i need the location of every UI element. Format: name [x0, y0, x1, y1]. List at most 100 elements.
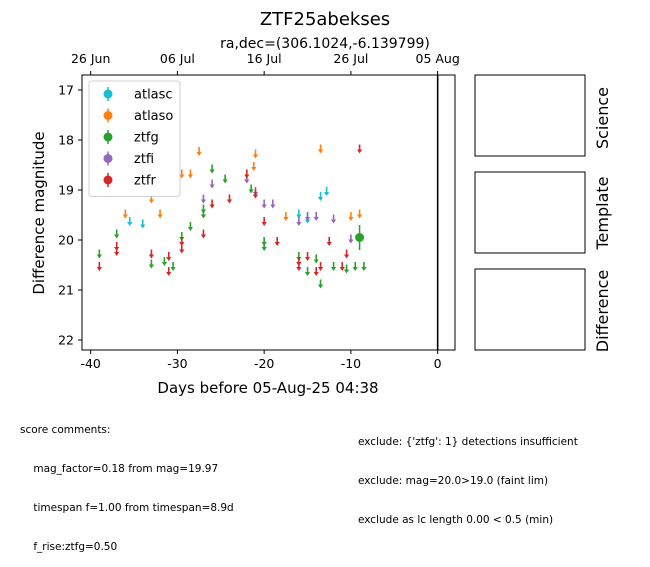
limit-marker	[166, 257, 172, 261]
template-label: Template	[593, 176, 612, 250]
limit-marker	[352, 267, 358, 271]
x-tick-label: -40	[80, 356, 100, 371]
score-comment-line: f_rise:ztfg=0.50	[20, 541, 118, 553]
top-tick-label: 06 Jul	[160, 51, 195, 66]
x-tick-label: -30	[167, 356, 187, 371]
limit-marker	[304, 272, 311, 276]
y-axis-label: Difference magnitude	[30, 131, 48, 294]
y-tick-label: 20	[58, 233, 74, 248]
limit-marker	[200, 234, 207, 239]
limit-marker	[317, 284, 324, 289]
difference-label: Difference	[593, 270, 612, 352]
limit-marker	[317, 267, 324, 271]
limit-marker	[244, 174, 250, 179]
limit-marker	[330, 219, 337, 224]
y-tick-label: 22	[58, 333, 74, 348]
limit-marker	[187, 227, 194, 231]
chart-title: ZTF25abekses	[260, 9, 390, 30]
template-panel	[474, 171, 586, 254]
science-panel	[474, 74, 586, 157]
y-tick-label: 17	[58, 83, 74, 98]
y-tick-label: 21	[58, 283, 74, 298]
limit-marker	[261, 222, 267, 226]
limit-marker	[251, 167, 257, 171]
exclude-comment-line: exclude: {'ztfg': 1} detections insuffic…	[358, 436, 578, 448]
exclude-comment-line: exclude as lc length 0.00 < 0.5 (min)	[358, 514, 554, 526]
limit-marker	[348, 217, 354, 221]
legend-label: atlasc	[134, 88, 173, 103]
limit-marker	[226, 199, 233, 204]
limit-marker	[317, 149, 324, 154]
limit-marker	[196, 152, 202, 156]
limit-marker	[244, 179, 250, 184]
top-tick-label: 16 Jul	[247, 51, 282, 66]
top-tick-label: 26 Jul	[333, 51, 368, 66]
limit-marker	[296, 214, 302, 219]
limit-marker	[148, 264, 154, 269]
limit-marker	[270, 204, 276, 209]
legend-label: ztfi	[134, 152, 154, 167]
limit-marker	[187, 174, 194, 179]
limit-marker	[283, 217, 289, 221]
limit-marker	[304, 219, 311, 224]
limit-marker	[317, 197, 324, 201]
y-tick-label: 18	[58, 133, 74, 148]
limit-marker	[313, 272, 319, 276]
limit-marker	[200, 199, 207, 204]
limit-marker	[161, 262, 168, 266]
limit-marker	[326, 242, 332, 246]
y-tick-label: 19	[58, 183, 74, 198]
limit-marker	[157, 214, 163, 219]
figure: ZTF25abekses ra,dec=(306.1024,-6.139799)…	[30, 9, 612, 397]
limit-marker	[170, 267, 176, 271]
score-comment-line: mag_factor=0.18 from mag=19.97	[20, 463, 219, 475]
limit-marker	[252, 194, 259, 199]
limit-marker	[356, 149, 363, 154]
legend-label: atlaso	[134, 109, 173, 124]
limit-marker	[296, 267, 302, 271]
plot-area: -40 -30 -20 -10 0 17 18 19 20 21 22 26 Jun 06 Jul 16 …	[58, 51, 460, 371]
limit-marker	[252, 154, 259, 159]
chart-subtitle: ra,dec=(306.1024,-6.139799)	[220, 36, 430, 52]
limit-marker	[339, 267, 345, 271]
limit-marker	[222, 179, 228, 184]
legend-marker	[103, 154, 113, 163]
score-comment-line: score comments:	[20, 424, 111, 436]
limit-marker	[330, 267, 337, 271]
limit-marker	[122, 214, 128, 219]
limit-marker	[114, 234, 120, 239]
detection-point	[355, 233, 365, 242]
legend-label: ztfg	[134, 131, 159, 146]
limit-marker	[127, 222, 133, 226]
limit-marker	[179, 242, 185, 246]
score-comments: score comments: mag_factor=0.18 from mag…	[20, 398, 234, 567]
x-axis-label: Days before 05-Aug-25 04:38	[157, 379, 378, 397]
limit-marker	[179, 249, 185, 254]
score-comment-line: timespan f=1.00 from timespan=8.9d	[20, 502, 234, 514]
x-tick-label: -20	[254, 356, 274, 371]
limit-marker	[248, 189, 254, 194]
limit-marker	[313, 217, 319, 221]
limit-marker	[304, 257, 311, 261]
exclude-comments: exclude: {'ztfg': 1} detections insuffic…	[358, 410, 578, 540]
limit-marker	[96, 267, 102, 271]
limit-marker	[274, 242, 280, 246]
limit-marker	[304, 217, 311, 221]
x-tick-label: 0	[434, 356, 442, 371]
limit-marker	[356, 214, 363, 219]
limit-marker	[140, 224, 146, 229]
limit-marker	[261, 204, 267, 209]
limit-marker	[148, 254, 154, 259]
limit-marker	[361, 267, 367, 271]
legend-marker	[103, 175, 113, 185]
limit-marker	[114, 252, 120, 256]
limit-marker	[324, 192, 330, 196]
limit-marker	[343, 254, 350, 259]
difference-panel	[474, 268, 586, 351]
top-tick-label: 26 Jun	[71, 51, 110, 66]
limit-marker	[148, 199, 154, 204]
limit-marker	[343, 269, 350, 274]
limit-marker	[313, 259, 319, 264]
top-tick-label: 05 Aug	[416, 51, 460, 66]
limit-marker	[166, 272, 172, 276]
